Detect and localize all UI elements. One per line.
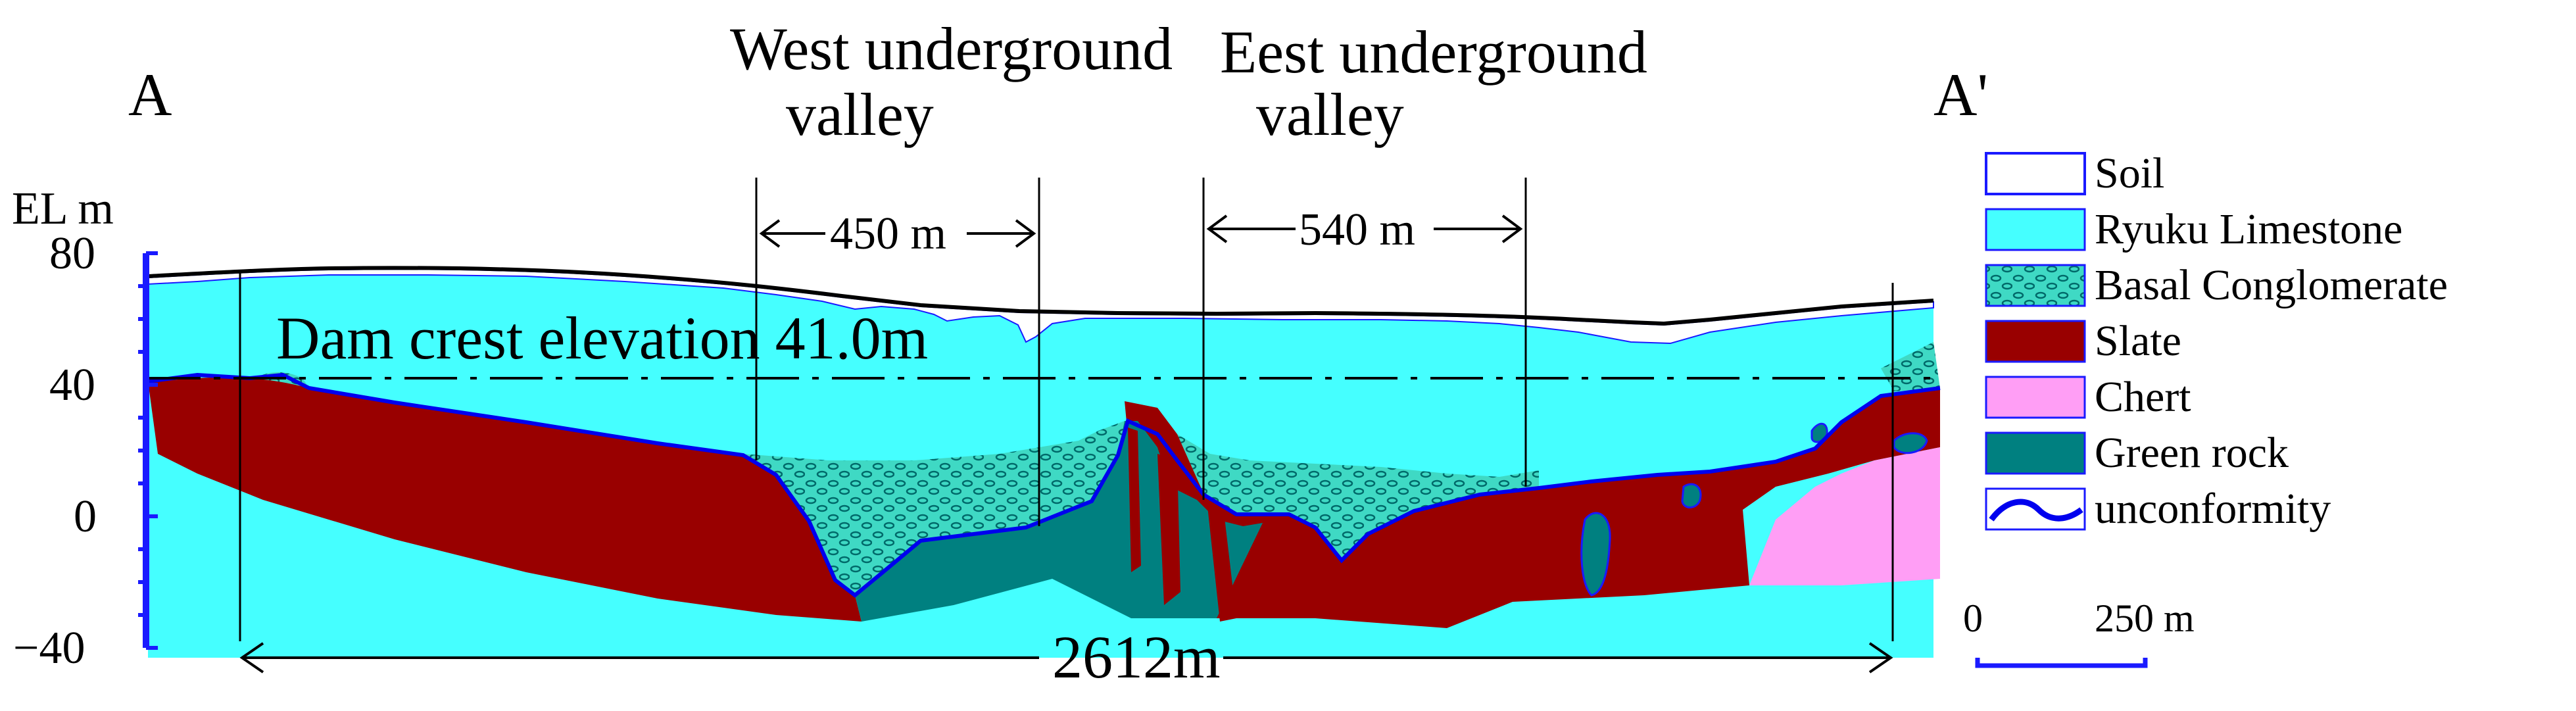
west-valley-width-label: 450 m	[830, 208, 946, 259]
reference-lines	[239, 178, 1894, 641]
legend-label-limestone: Ryuku Limestone	[2095, 205, 2402, 253]
legend-label-unconformity: unconformity	[2095, 485, 2331, 533]
conglomerate-swatch-icon	[1985, 264, 2086, 307]
section-end-label: A'	[1933, 61, 1988, 128]
unconformity-line	[147, 372, 1941, 598]
cross-section-layers	[147, 268, 1940, 658]
east-valley-width-label: 540 m	[1299, 205, 1415, 255]
axis-tick-label: 80	[49, 228, 95, 279]
ground-surface-line	[147, 266, 1934, 326]
unconformity-line-icon	[1989, 499, 2083, 522]
soil-swatch-icon	[1985, 152, 2086, 195]
legend-label-soil: Soil	[2095, 149, 2164, 197]
axis-tick-label: 40	[49, 360, 95, 410]
west-valley-title-line1: West underground	[730, 15, 1173, 82]
total-length-dimension	[239, 642, 1893, 674]
scale-end-label: 250 m	[2095, 597, 2195, 640]
west-valley-title-line2: valley	[786, 81, 934, 148]
scale-bar-line	[1975, 658, 2148, 668]
green-rock-swatch-icon	[1985, 431, 2086, 475]
east-valley-dimension	[1206, 214, 1523, 243]
conglomerate-layer	[250, 342, 1940, 595]
legend-label-chert: Chert	[2095, 373, 2191, 421]
west-valley-dimension	[759, 219, 1036, 248]
scale-bar: 0 250 m	[1963, 597, 2195, 668]
dam-crest-label: Dam crest elevation 41.0m	[276, 305, 928, 372]
section-start-label: A	[128, 61, 172, 128]
scale-start-label: 0	[1963, 597, 1983, 640]
slate-layer	[148, 377, 1940, 628]
slate-swatch-icon	[1985, 320, 2086, 363]
green-rock-lens	[1580, 422, 1928, 597]
limestone-swatch-icon	[1985, 208, 2086, 251]
axis-tick-label: −40	[13, 623, 85, 674]
east-valley-title-line2: valley	[1256, 81, 1404, 148]
axis-tick-label: 0	[74, 491, 97, 542]
axis-unit-label: EL m	[12, 184, 114, 234]
total-length-label: 2612m	[1052, 624, 1221, 691]
legend: Soil Ryuku Limestone Basal Conglomerate …	[1985, 149, 2448, 533]
east-valley-title-line1: Eest underground	[1220, 18, 1647, 86]
elevation-axis: EL m 80 40 0 −40	[12, 184, 158, 674]
legend-label-conglomerate: Basal Conglomerate	[2095, 261, 2448, 309]
legend-label-green-rock: Green rock	[2095, 429, 2289, 477]
slate-dyke	[1128, 428, 1236, 622]
legend-label-slate: Slate	[2095, 317, 2181, 365]
chert-swatch-icon	[1985, 376, 2086, 419]
